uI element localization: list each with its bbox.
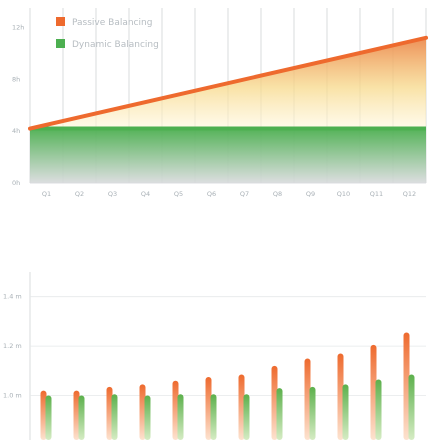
bar-orange [304,358,311,440]
area-x-tick-label: Q7 [240,190,249,198]
bar-orange [40,390,47,440]
area-y-tick-label: 12h [12,23,24,31]
legend-label: Dynamic Balancing [72,40,159,50]
bar-y-tick-label: 1.2 m [3,342,22,350]
bar-y-ticks: 1.0 m 1.2 m 1.4 m [3,293,22,400]
bar-green [144,395,151,440]
legend-label: Passive Balancing [72,18,152,28]
area-x-tick-label: Q5 [174,190,183,198]
area-x-tick-label: Q12 [403,190,416,198]
bar-green [375,379,382,440]
bar-y-tick-label: 1.0 m [3,392,22,400]
area-x-tick-label: Q8 [273,190,282,198]
bar-chart: 1.0 m 1.2 m 1.4 m [3,272,426,440]
bar-grid [29,272,426,440]
area-x-tick-label: Q1 [42,190,51,198]
legend-swatch [56,17,65,26]
legend-swatch [56,39,65,48]
bar-orange [403,332,410,440]
bar-green [210,394,217,440]
passive-line [28,35,428,131]
bar-orange [139,384,146,440]
bar-orange [106,386,113,440]
area-legend: Passive Balancing Dynamic Balancing [56,17,159,50]
bar-green [78,395,85,440]
bar-green [243,394,250,440]
area-x-tick-label: Q10 [337,190,350,198]
bar-orange [370,344,377,440]
area-x-tick-label: Q2 [75,190,84,198]
area-x-ticks: Q1 Q2 Q3 Q4 Q5 Q6 Q7 Q8 Q9 Q10 Q11 Q12 [42,190,416,198]
bar-orange [271,365,278,440]
bar-orange [238,374,245,440]
area-y-tick-label: 0h [12,179,20,187]
bar-green [177,394,184,440]
dynamic-area [30,128,426,183]
area-chart: 0h 4h 8h 12h Q1 Q2 Q3 Q4 Q5 Q6 Q7 Q8 Q9 Q10 Q11 Q12 Pa… [12,8,428,198]
area-x-tick-label: Q6 [207,190,216,198]
bar-orange [205,377,212,440]
area-x-tick-label: Q3 [108,190,117,198]
bar-green [111,394,118,440]
bar-green [276,388,283,440]
area-lines [28,35,428,131]
area-x-tick-label: Q11 [370,190,383,198]
bar-orange [337,353,344,440]
area-y-tick-label: 8h [12,75,20,83]
area-y-tick-label: 4h [12,127,20,135]
area-x-tick-label: Q9 [306,190,315,198]
bar-orange [73,390,80,440]
area-y-ticks: 0h 4h 8h 12h [12,23,24,187]
bar-orange [172,380,179,440]
bar-marks [40,332,415,440]
bar-green [45,395,52,440]
bar-y-tick-label: 1.4 m [3,293,22,301]
bar-green [309,386,316,440]
area-x-tick-label: Q4 [141,190,150,198]
bar-green [342,384,349,440]
bar-green [408,374,415,440]
